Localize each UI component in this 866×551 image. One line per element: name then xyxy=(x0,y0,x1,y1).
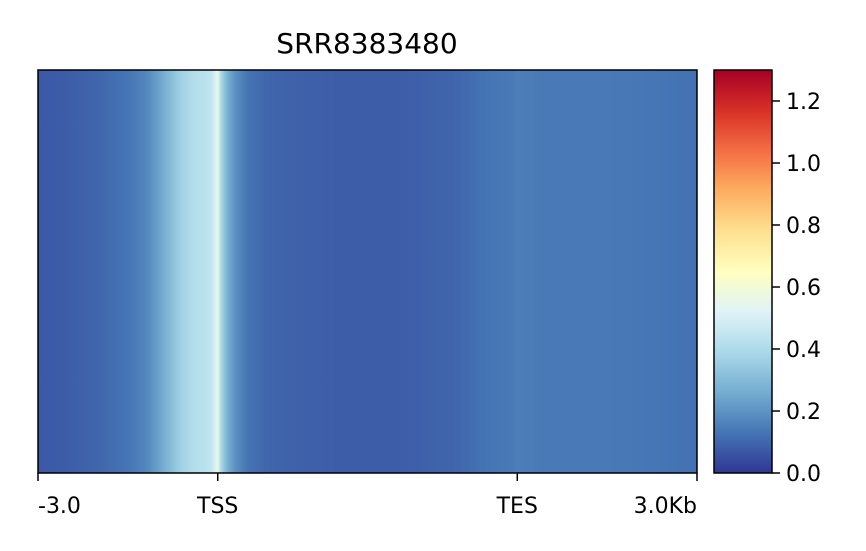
x-tick-label: TSS xyxy=(196,494,238,519)
colorbar-tick-label: 1.0 xyxy=(786,152,821,177)
colorbar-tick-label: 0.4 xyxy=(786,338,821,363)
colorbar-tick-label: 0.2 xyxy=(786,400,821,425)
chart-title: SRR8383480 xyxy=(276,27,457,60)
heatmap-area xyxy=(37,69,698,474)
colorbar-tick-label: 0.0 xyxy=(786,462,821,487)
colorbar-tick-label: 0.8 xyxy=(786,214,821,239)
x-tick-label: 3.0Kb xyxy=(634,494,697,519)
colorbar-tick-label: 0.6 xyxy=(786,276,821,301)
x-axis-ticks: -3.0 TSS TES 3.0Kb xyxy=(37,473,698,519)
colorbar-tick-label: 1.2 xyxy=(786,90,821,115)
x-tick-label: TES xyxy=(496,494,538,519)
colorbar xyxy=(713,69,773,474)
colorbar-ticks: 0.0 0.2 0.4 0.6 0.8 1.0 1.2 xyxy=(772,90,821,487)
x-tick-label: -3.0 xyxy=(38,494,81,519)
